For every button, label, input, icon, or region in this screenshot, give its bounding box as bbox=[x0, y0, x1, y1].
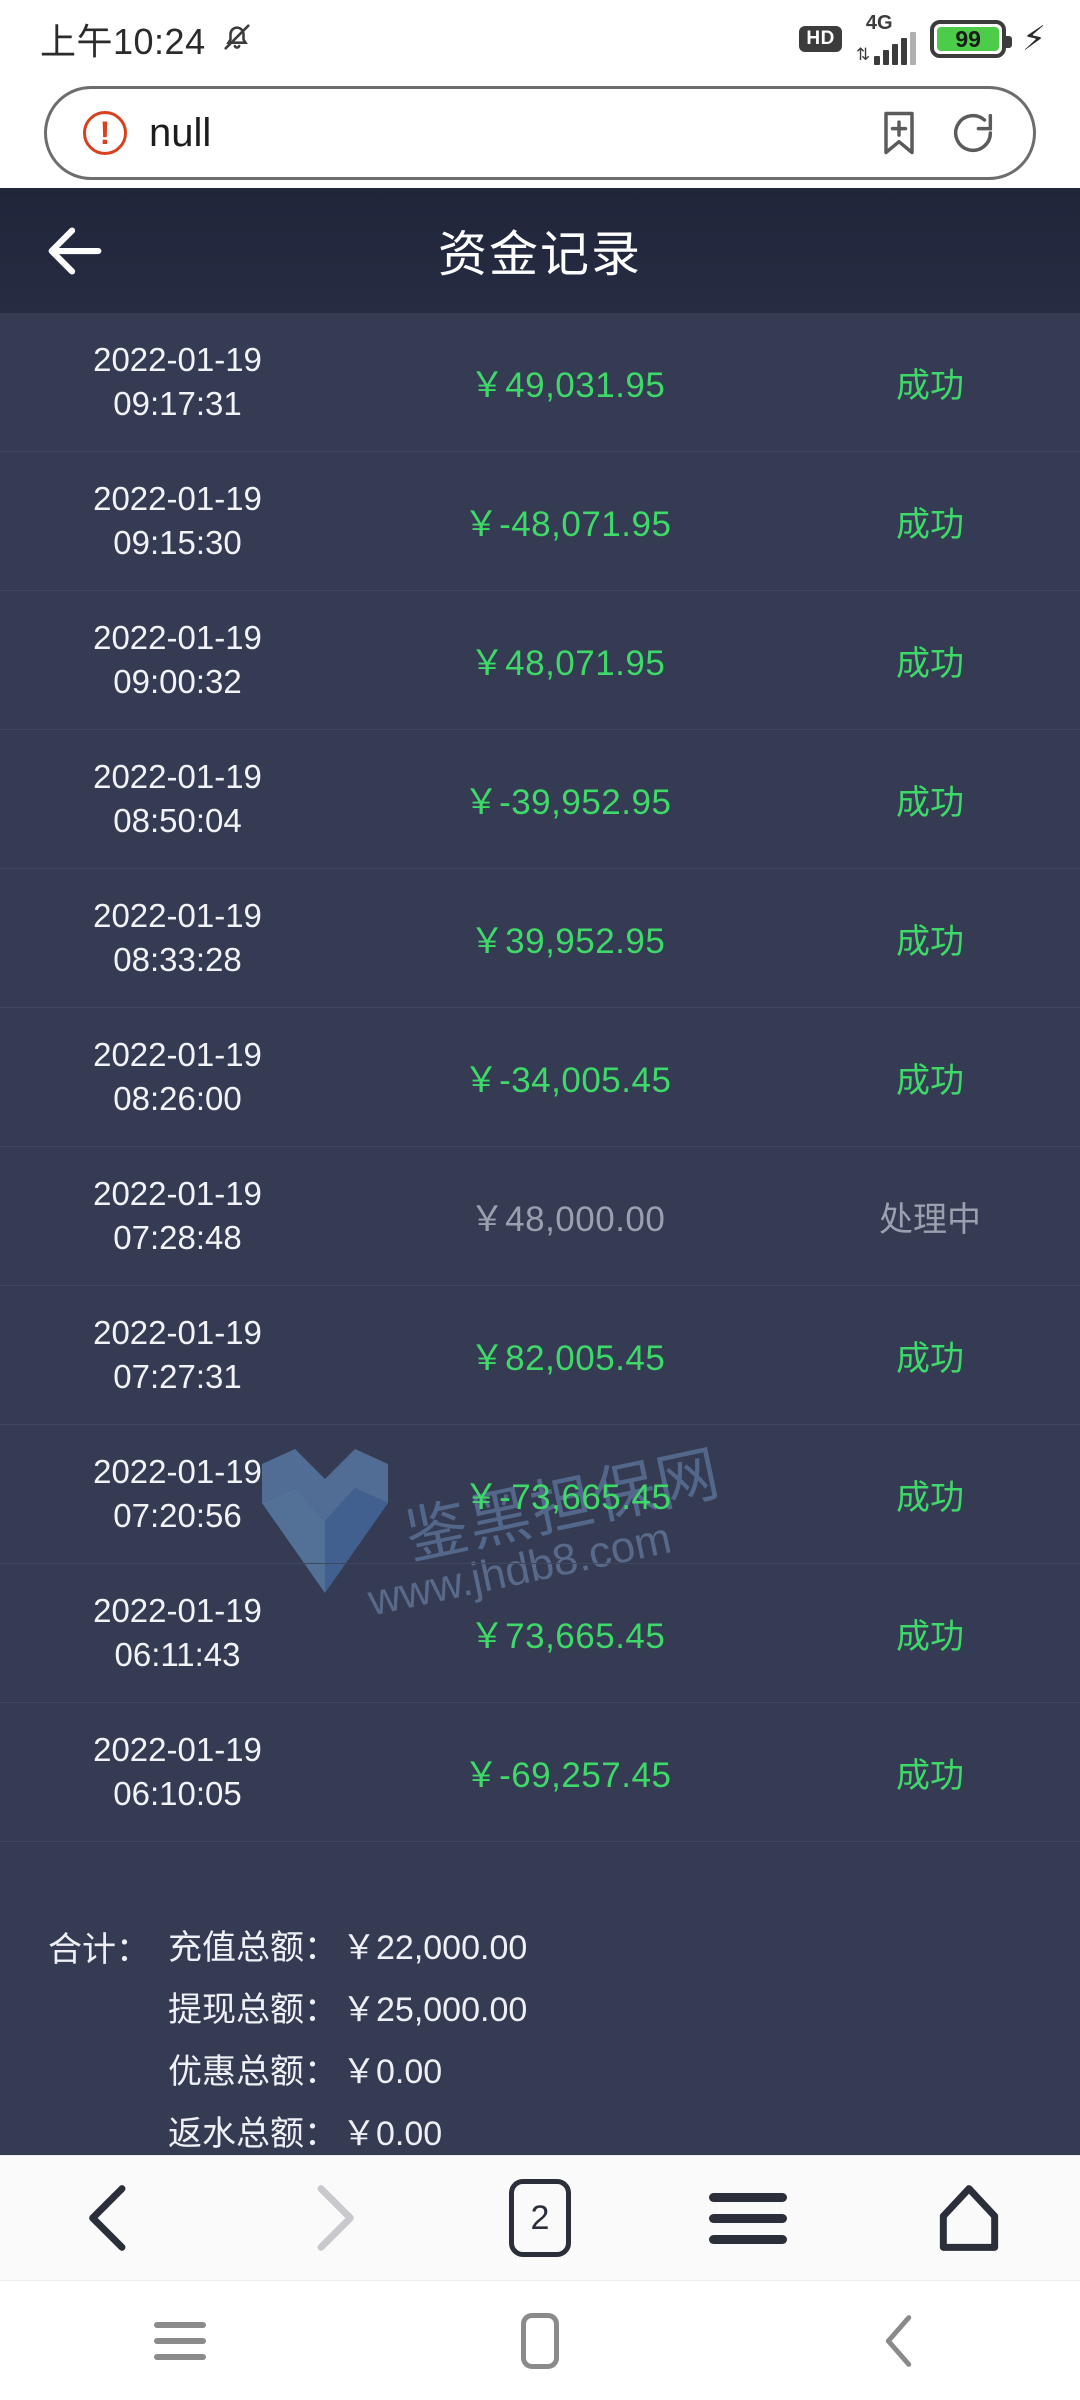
refresh-icon[interactable] bbox=[947, 107, 999, 159]
record-amount: ￥-73,665.45 bbox=[463, 1477, 672, 1517]
record-datetime: 2022-01-19 07:27:31 bbox=[93, 1314, 262, 1395]
table-row[interactable]: 2022-01-19 06:11:43 ￥73,665.45 成功 bbox=[0, 1564, 1080, 1703]
home-square-icon bbox=[521, 2312, 559, 2369]
hd-icon: HD bbox=[799, 26, 842, 52]
record-datetime: 2022-01-19 07:20:56 bbox=[93, 1453, 262, 1534]
browser-toolbar: 2 bbox=[0, 2155, 1080, 2280]
data-arrows-icon: ⇅ bbox=[855, 44, 871, 64]
bookmark-add-icon[interactable] bbox=[873, 107, 925, 159]
status-badge: 处理中 bbox=[879, 1200, 981, 1239]
table-row[interactable]: 2022-01-19 09:15:30 ￥-48,071.95 成功 bbox=[0, 452, 1080, 591]
signal-bars-icon bbox=[874, 31, 917, 65]
fund-records-list[interactable]: 鉴黑担保网 www.jhdb8.com 2022-01-19 09:17:31 ￥… bbox=[0, 313, 1080, 1894]
record-datetime: 2022-01-19 09:15:30 bbox=[93, 480, 262, 561]
table-row[interactable]: 2022-01-19 09:17:31 ￥49,031.95 成功 bbox=[0, 313, 1080, 452]
record-datetime: 2022-01-19 06:11:43 bbox=[93, 1592, 262, 1673]
record-amount: ￥48,071.95 bbox=[469, 643, 666, 683]
android-home-button[interactable] bbox=[505, 2306, 575, 2376]
record-datetime: 2022-01-19 08:26:00 bbox=[93, 1036, 262, 1117]
url-input[interactable]: null bbox=[149, 110, 212, 155]
record-datetime: 2022-01-19 09:00:32 bbox=[93, 619, 262, 700]
table-row[interactable]: 2022-01-19 07:27:31 ￥82,005.45 成功 bbox=[0, 1286, 1080, 1425]
table-row[interactable]: 2022-01-19 09:00:32 ￥48,071.95 成功 bbox=[0, 591, 1080, 730]
record-amount: ￥82,005.45 bbox=[469, 1338, 666, 1378]
status-badge: 成功 bbox=[896, 1617, 964, 1656]
status-bar-clock: 上午10:24 bbox=[40, 21, 206, 62]
summary-row: 返水总额： ￥0.00 bbox=[168, 2106, 527, 2155]
table-row[interactable]: 2022-01-19 07:20:56 ￥-73,665.45 成功 bbox=[0, 1425, 1080, 1564]
summary-totals: 合计： 充值总额： ￥22,000.00 提现总额： ￥25,000.00 优惠总额： ￥… bbox=[0, 1894, 1080, 2155]
summary-key: 返水总额： bbox=[168, 2115, 338, 2153]
summary-value: ￥25,000.00 bbox=[342, 1991, 528, 2029]
summary-value: ￥0.00 bbox=[342, 2053, 443, 2091]
record-amount: ￥-48,071.95 bbox=[463, 504, 672, 544]
recents-icon bbox=[154, 2321, 206, 2360]
network-type-label: 4G bbox=[865, 11, 893, 34]
battery-level-label: 99 bbox=[937, 27, 1000, 51]
battery-icon: 99 bbox=[930, 20, 1013, 58]
status-badge: 成功 bbox=[896, 505, 964, 544]
summary-key: 优惠总额： bbox=[168, 2053, 338, 2091]
address-bar[interactable]: ! null bbox=[44, 86, 1036, 180]
summary-row: 充值总额： ￥22,000.00 bbox=[168, 1920, 527, 1969]
record-datetime: 2022-01-19 06:10:05 bbox=[93, 1731, 262, 1812]
status-badge: 成功 bbox=[896, 1756, 964, 1795]
record-amount: ￥48,000.00 bbox=[469, 1199, 666, 1239]
app-header: 资金记录 bbox=[0, 188, 1080, 313]
status-badge: 成功 bbox=[896, 366, 964, 405]
record-rows-host: 2022-01-19 09:17:31 ￥49,031.95 成功 2022-01-1… bbox=[0, 313, 1080, 1842]
browser-home-button[interactable] bbox=[925, 2174, 1013, 2262]
browser-urlbar-container: ! null bbox=[0, 78, 1080, 188]
status-bar: 上午10:24 HD 4G ⇅ 99 ⚡ bbox=[0, 0, 1080, 78]
record-amount: ￥73,665.45 bbox=[469, 1616, 666, 1656]
record-amount: ￥39,952.95 bbox=[469, 921, 666, 961]
status-bar-left: 上午10:24 bbox=[40, 13, 254, 65]
record-amount: ￥-69,257.45 bbox=[463, 1755, 672, 1795]
record-datetime: 2022-01-19 07:28:48 bbox=[93, 1175, 262, 1256]
record-amount: ￥49,031.95 bbox=[469, 365, 666, 405]
record-datetime: 2022-01-19 08:50:04 bbox=[93, 758, 262, 839]
arrow-left-icon[interactable] bbox=[40, 216, 110, 286]
record-amount: ￥-39,952.95 bbox=[463, 782, 672, 822]
table-row[interactable]: 2022-01-19 08:33:28 ￥39,952.95 成功 bbox=[0, 869, 1080, 1008]
table-row[interactable]: 2022-01-19 08:26:00 ￥-34,005.45 成功 bbox=[0, 1008, 1080, 1147]
tab-count-button[interactable]: 2 bbox=[508, 2179, 571, 2257]
warning-circle-icon[interactable]: ! bbox=[83, 111, 127, 155]
status-badge: 成功 bbox=[896, 644, 964, 683]
summary-value: ￥0.00 bbox=[342, 2115, 443, 2153]
status-badge: 成功 bbox=[896, 922, 964, 961]
status-badge: 成功 bbox=[896, 1339, 964, 1378]
hamburger-menu-icon bbox=[709, 2192, 788, 2244]
record-amount: ￥-34,005.45 bbox=[463, 1060, 672, 1100]
signal-icon: 4G ⇅ bbox=[855, 11, 917, 65]
summary-rows-host: 充值总额： ￥22,000.00 提现总额： ￥25,000.00 优惠总额： ￥0.00… bbox=[150, 1920, 527, 2155]
android-back-button[interactable] bbox=[865, 2306, 935, 2376]
summary-value: ￥22,000.00 bbox=[342, 1929, 528, 1967]
record-datetime: 2022-01-19 09:17:31 bbox=[93, 341, 262, 422]
summary-key: 提现总额： bbox=[168, 1991, 338, 2029]
browser-back-button[interactable] bbox=[67, 2174, 155, 2262]
table-row[interactable]: 2022-01-19 08:50:04 ￥-39,952.95 成功 bbox=[0, 730, 1080, 869]
android-recents-button[interactable] bbox=[145, 2306, 215, 2376]
page-title: 资金记录 bbox=[437, 228, 642, 282]
status-badge: 成功 bbox=[896, 783, 964, 822]
summary-row: 优惠总额： ￥0.00 bbox=[168, 2044, 527, 2093]
android-navigation-bar bbox=[0, 2280, 1080, 2400]
bell-muted-icon bbox=[220, 20, 254, 59]
table-row[interactable]: 2022-01-19 06:10:05 ￥-69,257.45 成功 bbox=[0, 1703, 1080, 1842]
lightning-bolt-icon: ⚡ bbox=[1022, 20, 1046, 58]
browser-menu-button[interactable] bbox=[704, 2174, 792, 2262]
summary-row: 提现总额： ￥25,000.00 bbox=[168, 1982, 527, 2031]
browser-forward-button bbox=[288, 2174, 376, 2262]
status-badge: 成功 bbox=[896, 1061, 964, 1100]
status-bar-right: HD 4G ⇅ 99 ⚡ bbox=[799, 11, 1046, 65]
table-row[interactable]: 2022-01-19 07:28:48 ￥48,000.00 处理中 bbox=[0, 1147, 1080, 1286]
status-badge: 成功 bbox=[896, 1478, 964, 1517]
summary-key: 充值总额： bbox=[168, 1929, 338, 1967]
summary-label: 合计： bbox=[48, 1931, 150, 1969]
record-datetime: 2022-01-19 08:33:28 bbox=[93, 897, 262, 978]
